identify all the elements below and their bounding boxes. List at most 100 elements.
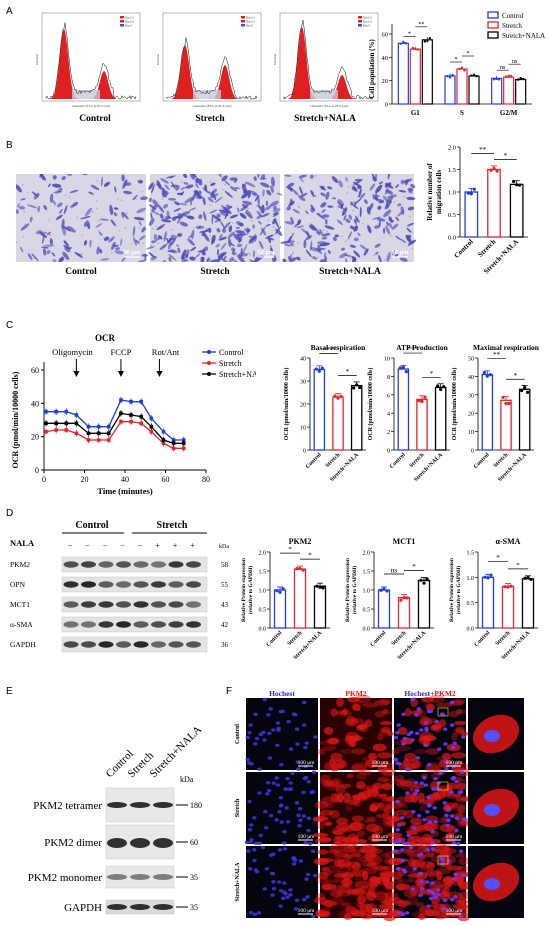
panel-label-b: B [6,140,13,151]
cell-mark [168,254,177,261]
data-point [420,399,424,404]
cell-mark [167,250,176,253]
pkm2-signal [314,913,330,918]
pkm2-signal [410,858,426,868]
cell-mark [194,190,202,199]
cell-mark [331,176,339,183]
cell-mark [98,248,103,254]
pore-mark [207,239,210,242]
pkm2-signal [312,832,329,838]
pkm2-signal [350,852,362,858]
significance-label: * [288,546,292,554]
data-point [423,40,427,43]
cell-mark [319,258,324,262]
x-category-label: Control [266,630,284,648]
blot-band [116,601,131,608]
cell-mark [220,257,229,262]
data-point [463,69,466,72]
significance-label: *** [323,346,334,354]
cell-mark [334,234,339,238]
cell-mark [95,223,103,228]
data-point [482,370,486,375]
pkm2-signal [453,698,465,705]
nucleus-signal [275,783,281,787]
data-point [515,183,519,187]
nucleus-signal [310,790,316,794]
chart-title: ATP Production [396,343,448,352]
scale-bar-label: 100 μm [298,908,316,914]
cell-mark [43,248,47,256]
y-axis-label: Relative number of [426,163,434,221]
pkm2-signal [429,694,446,704]
pkm2-signal [369,875,380,884]
pkm2-signal [425,869,440,877]
pkm2-signal [334,885,346,895]
nucleus-signal [294,898,300,903]
cell-mark [406,227,412,233]
cell-mark [211,214,214,225]
nucleus-signal [436,888,441,892]
cell-mark [235,220,241,225]
pkm2-signal [361,844,376,854]
pore-mark [292,250,295,253]
pkm2-signal [346,715,356,726]
nucleus-signal [418,871,423,876]
pkm2-signal [377,752,393,759]
pkm2-signal [397,879,413,884]
cell-mark [260,174,266,180]
cell-mark [185,253,189,259]
significance-label: * [308,552,312,560]
cell-mark [120,238,123,246]
micrograph-0 [246,772,318,844]
cell-mark [318,248,326,251]
pkm2-signal [327,864,342,874]
pkm2-signal [455,797,470,803]
data-point [339,394,343,398]
significance-label: * [504,152,508,160]
chart-title: Basal respiration [311,343,366,352]
cell-mark [163,217,170,220]
pore-mark [180,181,183,184]
g1-peak [171,45,203,99]
cell-mark [195,183,199,189]
data-point [402,596,406,600]
nucleus-signal [251,848,257,852]
nucleus-signal [395,731,400,735]
cell-mark [385,183,394,189]
nucleus-signal [397,838,402,842]
pkm2-signal [321,867,330,872]
pore-mark [149,244,152,247]
y-tick-label: 2 [387,430,390,436]
data-point [501,395,505,399]
cell-mark [148,251,156,259]
data-point [139,399,143,404]
cell-mark [224,180,230,186]
blot-band [98,601,114,608]
pkm2-signal [417,915,428,920]
pkm2-signal [366,784,380,792]
nucleus-signal [294,801,300,805]
y-axis-label: Relative Protein expression [449,558,455,622]
cell-mark [159,243,168,250]
pore-mark [224,183,226,186]
cell-mark [204,184,208,192]
x-axis-label: Time (minutes) [97,486,152,496]
nucleus-signal [419,880,424,884]
flow-y-label: Number [273,53,277,65]
pore-mark [262,193,265,196]
significance-label: * [412,563,416,571]
cell-mark [349,244,356,248]
data-point [54,428,58,432]
flow-legend-text: Dip G1 [125,16,134,20]
pore-mark [260,209,263,211]
cell-mark [164,184,170,191]
nucleus-signal [442,801,448,805]
flow-legend-swatch [241,16,245,19]
cell-mark [375,251,379,255]
x-category-label: Stretch [494,630,511,647]
data-point [460,66,464,69]
cell-mark [282,258,287,262]
x-tick-label: 40 [121,475,129,484]
cell-mark [217,251,227,258]
